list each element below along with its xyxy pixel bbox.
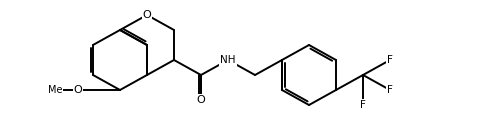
- Text: F: F: [387, 85, 393, 95]
- Text: Me: Me: [48, 85, 62, 95]
- Text: O: O: [73, 85, 82, 95]
- Text: NH: NH: [220, 55, 236, 65]
- Text: F: F: [360, 100, 366, 110]
- Text: O: O: [196, 95, 205, 105]
- Text: O: O: [143, 10, 151, 20]
- Text: F: F: [387, 55, 393, 65]
